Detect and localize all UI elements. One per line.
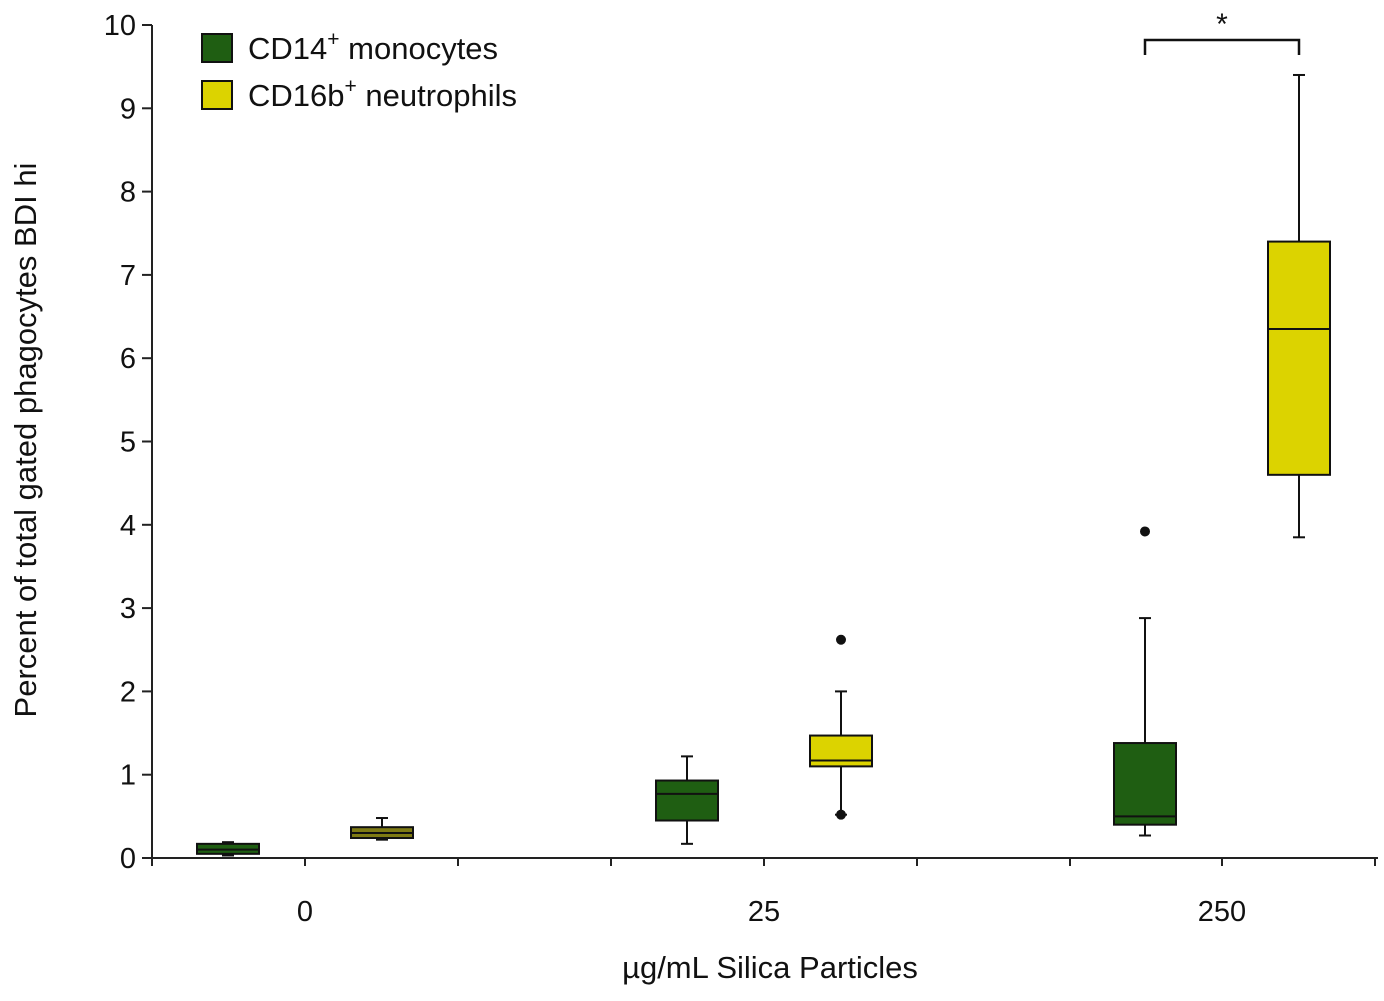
box-iqr bbox=[809, 734, 873, 768]
y-tick-label: 6 bbox=[120, 343, 136, 375]
y-axis-title: Percent of total gated phagocytes BDI hi bbox=[8, 163, 43, 718]
legend-swatch bbox=[201, 80, 233, 110]
outlier-point bbox=[836, 634, 846, 645]
x-axis: 0 25 250 bbox=[151, 857, 1378, 928]
y-tick-label: 8 bbox=[120, 177, 136, 209]
legend: CD14+ monocytes CD16b+ neutrophils bbox=[201, 28, 517, 113]
y-tick-label: 1 bbox=[120, 760, 136, 792]
box-neutrophils-25 bbox=[809, 634, 873, 820]
y-tick-label: 10 bbox=[104, 10, 136, 42]
y-tick-label: 5 bbox=[120, 427, 136, 459]
x-tick-label: 250 bbox=[1198, 896, 1246, 928]
significance-star: * bbox=[1216, 8, 1228, 41]
box-iqr bbox=[1113, 742, 1177, 826]
x-tick-label: 0 bbox=[297, 896, 313, 928]
legend-swatch bbox=[201, 33, 233, 63]
legend-item-monocytes: CD14+ monocytes bbox=[201, 28, 498, 66]
significance-annotation: * bbox=[1143, 8, 1301, 55]
box-monocytes-25 bbox=[655, 755, 719, 845]
box-series bbox=[196, 73, 1331, 857]
significance-bracket bbox=[1143, 38, 1301, 55]
box-monocytes-0 bbox=[196, 841, 260, 857]
outlier-point bbox=[836, 809, 846, 820]
series-neutrophils bbox=[350, 73, 1331, 841]
x-axis-title: µg/mL Silica Particles bbox=[622, 950, 918, 985]
box-monocytes-250 bbox=[1113, 526, 1177, 837]
outlier-point bbox=[1140, 526, 1150, 537]
y-tick-label: 3 bbox=[120, 593, 136, 625]
box-neutrophils-250 bbox=[1267, 73, 1331, 539]
y-tick-label: 4 bbox=[120, 510, 136, 542]
series-monocytes bbox=[196, 526, 1177, 857]
legend-item-neutrophils: CD16b+ neutrophils bbox=[201, 75, 517, 113]
box-iqr bbox=[1267, 240, 1331, 476]
y-tick-label: 9 bbox=[120, 93, 136, 125]
y-tick-label: 7 bbox=[120, 260, 136, 292]
legend-label: CD14+ monocytes bbox=[248, 28, 498, 66]
y-axis: 0 1 2 3 4 5 6 7 8 9 10 bbox=[104, 10, 153, 875]
box-neutrophils-0 bbox=[350, 817, 414, 841]
x-tick-label: 25 bbox=[748, 896, 780, 928]
legend-label: CD16b+ neutrophils bbox=[248, 75, 517, 113]
box-iqr bbox=[655, 779, 719, 822]
y-tick-label: 0 bbox=[120, 843, 136, 875]
y-tick-label: 2 bbox=[120, 676, 136, 708]
